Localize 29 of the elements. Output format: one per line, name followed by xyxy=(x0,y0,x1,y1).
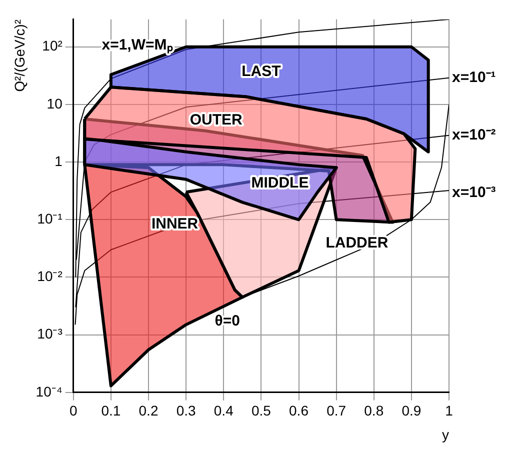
x-axis-title: y xyxy=(442,426,449,442)
y-tick-label: 10² xyxy=(42,38,63,54)
annotation: OUTER xyxy=(190,111,243,128)
annotation: x=1,W=Mₚ xyxy=(102,36,173,54)
x-tick-label: 0.2 xyxy=(138,402,158,419)
annotation: θ=0 xyxy=(214,312,240,330)
text: x=10⁻² xyxy=(452,126,496,144)
x-tick-label: 0.8 xyxy=(364,402,384,419)
y-tick-label: 10⁻¹ xyxy=(37,210,63,226)
annotation: INNER xyxy=(151,216,198,233)
x-tick-label: 0.7 xyxy=(326,402,346,419)
x-tick-label: 0.5 xyxy=(251,402,272,419)
x-tick-label: 0.1 xyxy=(101,402,121,419)
x-tick-label: 0.3 xyxy=(176,402,196,419)
annotation: MIDDLE xyxy=(251,174,309,192)
x-tick-label: 0.6 xyxy=(289,402,309,419)
y-tick-label: 10⁻⁴ xyxy=(36,383,62,400)
annotation: LAST xyxy=(242,62,281,80)
y-tick-label: 10⁻² xyxy=(37,268,63,284)
x-tick-label: 0.4 xyxy=(214,402,234,419)
y-axis-title: Q²/(GeV/c)² xyxy=(11,19,28,92)
text: x=10⁻¹ xyxy=(452,69,496,86)
x-tick-label: 0.9 xyxy=(402,402,422,419)
x-tick-label: 0 xyxy=(69,402,78,419)
y-tick-label: 10 xyxy=(46,95,63,112)
text: x=10⁻³ xyxy=(452,184,496,201)
x-tick-label: 1 xyxy=(445,402,454,419)
y-tick-label: 1 xyxy=(54,152,63,169)
y-tick-label: 10⁻³ xyxy=(37,326,63,342)
